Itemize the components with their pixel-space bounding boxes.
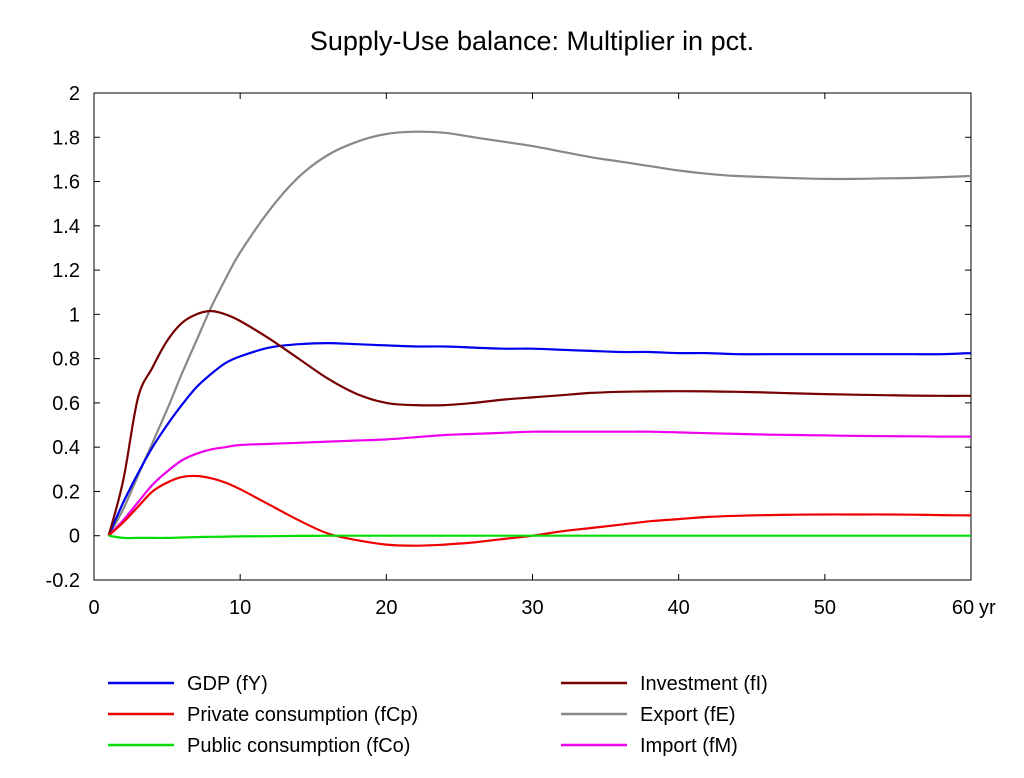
legend: GDP (fY) Private consumption (fCp) Public … [108,673,768,757]
y-tick-label: 0.8 [52,349,80,371]
y-tick-label: 1.6 [52,172,80,194]
chart-title: Supply-Use balance: Multiplier in pct. [310,26,754,56]
legend-label: GDP (fY) [187,673,268,695]
x-axis-ticks: 0 10 20 30 40 50 60 [88,93,974,619]
legend-label: Private consumption (fCp) [187,704,418,726]
series-line-4 [107,309,972,536]
y-tick-label: 0.6 [52,393,80,415]
legend-label: Investment (fI) [640,673,768,695]
x-tick-label: 60 [952,597,974,619]
y-tick-label: 0.4 [52,437,80,459]
plot-frame [93,92,972,581]
y-tick-label: 0.2 [52,481,80,503]
y-tick-label: 1.4 [52,216,80,238]
series-line-1 [107,342,972,537]
series-line-2 [107,474,972,547]
legend-label: Export (fE) [640,704,736,726]
x-tick-label: 20 [375,597,397,619]
series-line-6 [107,430,971,537]
x-tick-label: 10 [229,597,251,619]
series-lines [107,130,972,547]
x-tick-label: 30 [521,597,543,619]
y-tick-label: 2 [69,83,80,105]
plot-border [93,92,972,581]
x-tick-label: 40 [668,597,690,619]
legend-label: Import (fM) [640,735,738,757]
y-axis-ticks: -0.2 0 0.2 0.4 0.6 0.8 1 1.2 1.4 1.6 1.8 2 [46,83,971,592]
x-axis-unit: yr [979,597,996,619]
legend-label: Public consumption (fCo) [187,735,410,757]
x-tick-label: 0 [88,597,99,619]
series-line-5 [107,130,972,537]
y-tick-label: 1 [69,304,80,326]
x-tick-label: 50 [814,597,836,619]
y-tick-label: 1.2 [52,260,80,282]
series-line-3 [108,534,971,540]
y-tick-label: 0 [69,526,80,548]
y-tick-label: 1.8 [52,127,80,149]
y-tick-label: -0.2 [46,570,80,592]
